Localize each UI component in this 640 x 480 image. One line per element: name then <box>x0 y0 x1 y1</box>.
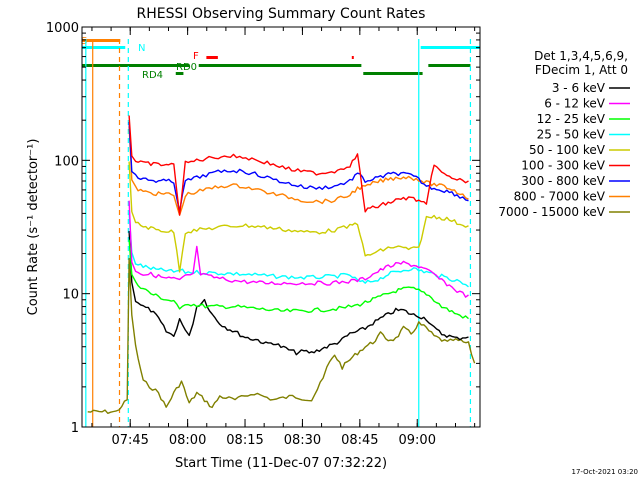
y-tick-label: 10 <box>62 288 79 303</box>
series-line-25-50kev <box>128 213 469 288</box>
series-line-800-7000kev <box>128 126 469 216</box>
night-flag-label: N <box>138 43 145 54</box>
legend-entry-label: 50 - 100 keV <box>529 143 606 157</box>
legend-header: FDecim 1, Att 0 <box>535 63 628 77</box>
vertical-markers <box>85 39 472 427</box>
series-line-100-300kev <box>128 115 469 216</box>
y-tick-label: 100 <box>54 154 79 169</box>
legend-entry-label: 300 - 800 keV <box>521 174 605 188</box>
rd0-flag-label: RD0 <box>176 62 197 73</box>
legend-entry-label: 25 - 50 keV <box>537 128 606 142</box>
legend-entry-label: 3 - 6 keV <box>552 81 606 95</box>
night-flag-bar <box>82 46 126 49</box>
saa-flag-label: S <box>81 36 87 47</box>
y-axis-label: Count Rate (s⁻¹ detector⁻¹) <box>26 139 41 316</box>
series-lines <box>87 115 476 414</box>
plot-date-stamp: 17-Oct-2021 03:20 <box>572 468 638 476</box>
legend-header: Det 1,3,4,5,6,9, <box>534 49 628 63</box>
series-line-12-25kev <box>128 239 469 320</box>
series-line-7000-15000kev <box>87 257 476 414</box>
legend-entry-label: 7000 - 15000 keV <box>498 205 605 219</box>
night-flag-bar <box>420 46 480 49</box>
rd4-flag-bar <box>175 72 184 75</box>
x-tick-label: 07:45 <box>111 433 148 448</box>
flare-flag-bar <box>351 56 354 59</box>
series-line-3-6kev <box>128 230 469 356</box>
x-axis-label: Start Time (11-Dec-07 07:32:22) <box>175 456 387 471</box>
x-tick-label: 09:00 <box>399 433 436 448</box>
saa-flag-bar <box>82 39 121 42</box>
rd0-flag-bar <box>198 64 362 67</box>
legend-entry-label: 12 - 25 keV <box>537 112 606 126</box>
y-tick-label: 1 <box>71 421 79 436</box>
rd4-flag-bar <box>363 72 423 75</box>
series-line-300-800kev <box>128 121 469 213</box>
plot-frame <box>81 26 481 428</box>
rd0-flag-bar <box>428 64 471 67</box>
y-tick-label: 1000 <box>46 21 79 36</box>
flare-flag-label: F <box>193 51 199 62</box>
series-line-6-12kev <box>128 200 469 298</box>
x-tick-label: 08:30 <box>284 433 321 448</box>
x-tick-label: 08:00 <box>169 433 206 448</box>
chart-title: RHESSI Observing Summary Count Rates <box>137 6 426 22</box>
legend-entry-label: 800 - 7000 keV <box>514 190 606 204</box>
legend-entry-label: 100 - 300 keV <box>521 159 605 173</box>
rd0-flag-bar <box>82 64 190 67</box>
legend-entry-label: 6 - 12 keV <box>544 97 606 111</box>
x-tick-label: 08:15 <box>226 433 263 448</box>
axes: 1 10 100 1000 07:45 08:00 08:15 08:30 08:45 09:00 <box>46 21 480 448</box>
legend: Det 1,3,4,5,6,9,FDecim 1, Att 0 3 - 6 keV… <box>498 49 630 219</box>
series-line-50-100kev <box>128 161 469 273</box>
rd4-flag-label: RD4 <box>142 70 163 81</box>
flare-flag-bar <box>206 56 218 59</box>
x-tick-label: 08:45 <box>341 433 378 448</box>
